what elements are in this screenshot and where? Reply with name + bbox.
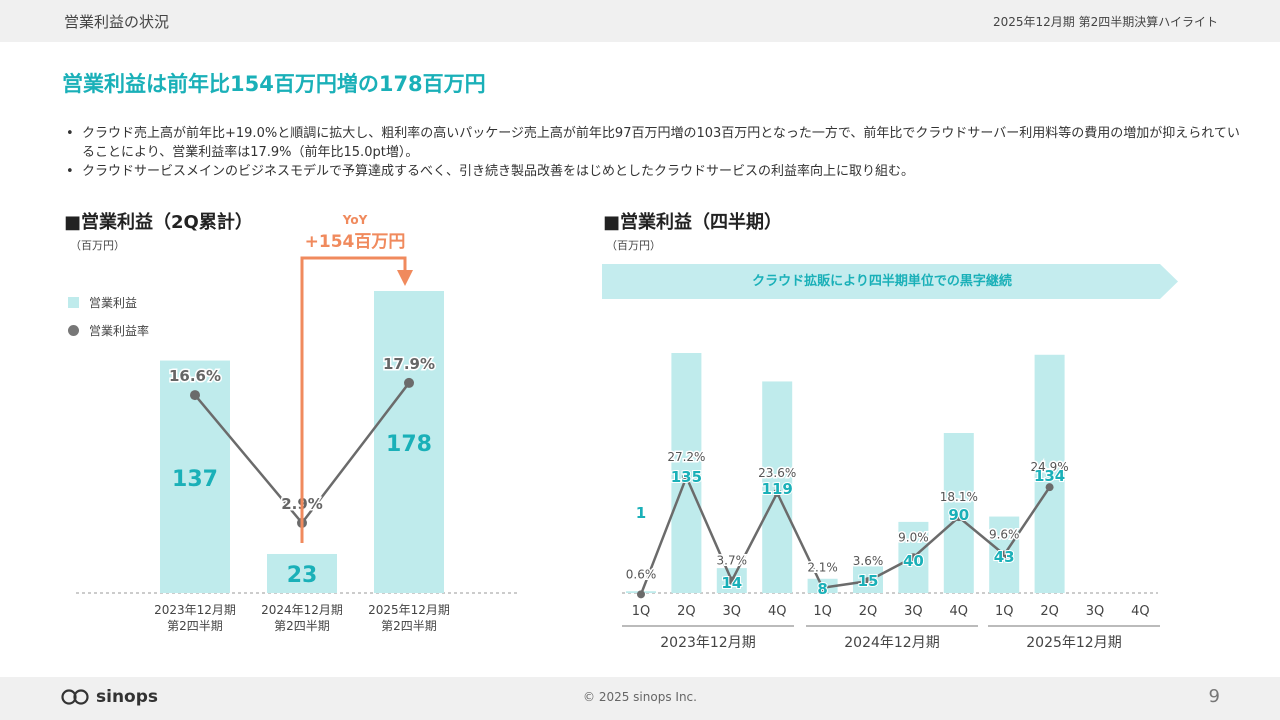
quarter-label: 3Q [723,604,742,619]
quarter-margin-label: 3.7% [717,554,748,568]
bullet-item: クラウドサービスメインのビジネスモデルで予算達成するべく、引き続き製品改善をはじ… [64,162,1244,181]
left-margin-label: 16.6% [169,367,221,385]
quarter-margin-point [637,590,645,599]
period-label: 2025年12月期 第2四半期決算ハイライト [992,15,1218,29]
quarter-label: 2Q [859,604,878,619]
quarter-value-label: 40 [903,552,924,570]
quarter-margin-point [864,577,872,586]
quarter-label: 3Q [1086,604,1105,619]
legend-bar-label: 営業利益 [89,295,138,310]
quarter-bar [1034,354,1065,593]
left-margin-point [190,390,200,401]
yoy-arrow-line [300,256,407,543]
quarter-label: 4Q [950,604,969,619]
quarter-label: 4Q [1131,604,1150,619]
quarter-label: 1Q [995,604,1014,619]
quarter-margin-point [818,583,827,592]
quarter-margin-label: 9.6% [989,528,1020,542]
quarter-label: 2Q [677,604,696,619]
quarter-label: 1Q [632,604,651,619]
quarter-margin-label: 3.6% [853,554,884,568]
left-bar [267,553,337,593]
quarter-margin-point [1045,483,1054,492]
left-value-label: 137 [172,467,218,492]
right-panel-unit: （百万円） [606,239,661,252]
fiscal-year-label: 2025年12月期 [1026,635,1121,651]
quarter-value-label: 119 [762,480,793,498]
right-panel-title: ■営業利益（四半期） [603,212,783,233]
left-panel-title: ■営業利益（2Q累計） [64,212,253,233]
quarter-margin-line [639,473,1051,595]
quarter-label: 2Q [1040,604,1059,619]
bullet-list: クラウド売上高が前年比+19.0%と順調に拡大し、粗利率の高いパッケージ売上高が… [64,124,1244,181]
left-category-label: 2023年12月期 [154,603,236,617]
footer-bar: sinops © 2025 sinops Inc. 9 [0,677,1280,720]
logo-text: sinops [96,687,159,707]
quarter-margin-point [773,488,782,497]
quarter-bar [762,381,793,593]
left-margin-point [404,377,414,388]
left-value-label: 178 [386,432,432,457]
chart-legend: 営業利益 営業利益率 [68,288,149,344]
left-category-label: 第2四半期 [167,619,223,633]
operating-profit-charts: 16.6%2.9%17.9%137231782023年12月期第2四半期2024… [76,213,1160,651]
quarter-margin-label: 27.2% [667,450,705,464]
yoy-arrow-head [397,270,413,286]
quarter-margin-label: 24.9% [1031,460,1069,474]
quarter-margin-point [954,513,963,522]
quarter-value-label: 15 [858,572,879,590]
quarter-margin-label: 18.1% [940,490,978,504]
quarter-value-label: 43 [994,548,1015,566]
legend-line-marker [68,324,79,336]
copyright: © 2025 sinops Inc. [583,690,697,704]
quarter-label: 1Q [813,604,832,619]
bullet-item: クラウド売上高が前年比+19.0%と順調に拡大し、粗利率の高いパッケージ売上高が… [64,124,1244,162]
sinops-logo-icon [61,689,89,705]
page-number: 9 [1208,686,1220,707]
left-category-label: 第2四半期 [381,619,437,633]
quarter-margin-label: 0.6% [626,567,657,581]
quarter-value-label: 14 [721,574,742,592]
headline: 営業利益は前年比154百万円増の178百万円 [62,72,486,96]
fiscal-year-label: 2023年12月期 [660,635,755,651]
quarter-value-label: 8 [817,580,827,598]
fiscal-year-label: 2024年12月期 [844,635,939,651]
quarter-value-label: 134 [1034,467,1065,485]
left-panel-unit: （百万円） [70,239,125,252]
legend-line-label: 営業利益率 [89,323,150,338]
left-category-label: 第2四半期 [274,619,330,633]
quarter-margin-label: 2.1% [807,561,838,575]
quarter-label: 3Q [904,604,923,619]
banner-arrow [602,264,1178,299]
quarter-value-label: 90 [948,506,969,524]
quarter-value-label: 135 [671,468,702,486]
quarter-label: 4Q [768,604,787,619]
banner-text: クラウド拡販により四半期単位での黒字継続 [752,274,1012,289]
quarter-margin-point [682,473,691,481]
quarter-margin-label: 9.0% [898,530,929,544]
legend-bar-swatch [68,296,79,308]
quarter-margin-label: 23.6% [758,466,796,480]
quarter-value-label: 1 [636,504,646,522]
left-margin-label: 17.9% [383,355,435,373]
left-value-label: 23 [287,563,318,588]
left-bar [374,291,444,593]
header-bar: 営業利益の状況 2025年12月期 第2四半期決算ハイライト [0,0,1280,42]
section-title: 営業利益の状況 [64,13,170,31]
quarter-margin-point [1000,550,1009,559]
yoy-value: +154百万円 [305,232,406,252]
quarter-margin-point [727,576,736,585]
quarter-margin-point [909,553,918,562]
company-logo: sinops [60,687,158,707]
quarter-bar [943,433,974,593]
yoy-label: YoY [342,213,368,227]
left-category-label: 2024年12月期 [261,603,343,617]
left-category-label: 2025年12月期 [368,603,450,617]
